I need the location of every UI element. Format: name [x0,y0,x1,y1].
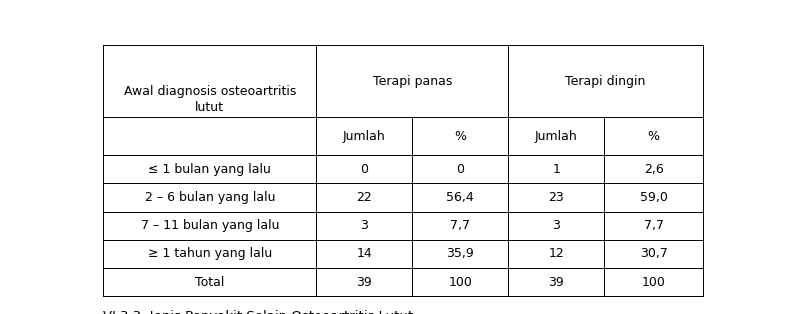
Text: 56,4: 56,4 [446,191,474,204]
Text: ≥ 1 tahun yang lalu: ≥ 1 tahun yang lalu [147,247,272,260]
Text: 0: 0 [360,163,368,176]
Text: 3: 3 [552,219,560,232]
Text: Terapi dingin: Terapi dingin [566,75,646,88]
Text: 59,0: 59,0 [640,191,667,204]
Text: VI.3.3  Jenis Penyakit Selain Osteoartritis Lutut: VI.3.3 Jenis Penyakit Selain Osteoartrit… [103,310,414,314]
Text: 14: 14 [356,247,372,260]
Text: 2 – 6 bulan yang lalu: 2 – 6 bulan yang lalu [144,191,275,204]
Text: Awal diagnosis osteoartritis
lutut: Awal diagnosis osteoartritis lutut [124,85,296,114]
Text: Jumlah: Jumlah [343,130,385,143]
Text: 35,9: 35,9 [446,247,474,260]
Text: 22: 22 [356,191,372,204]
Text: %: % [648,130,660,143]
Text: 2,6: 2,6 [644,163,663,176]
Text: 7,7: 7,7 [644,219,663,232]
Text: 23: 23 [548,191,564,204]
Text: 3: 3 [360,219,368,232]
Text: Jumlah: Jumlah [535,130,578,143]
Text: 0: 0 [456,163,464,176]
Text: 39: 39 [356,276,372,289]
Text: %: % [454,130,466,143]
Text: 100: 100 [641,276,666,289]
Text: 7 – 11 bulan yang lalu: 7 – 11 bulan yang lalu [140,219,279,232]
Text: Terapi panas: Terapi panas [373,75,452,88]
Text: 39: 39 [548,276,564,289]
Text: Total: Total [195,276,225,289]
Text: ≤ 1 bulan yang lalu: ≤ 1 bulan yang lalu [148,163,271,176]
Text: 30,7: 30,7 [640,247,667,260]
Text: 7,7: 7,7 [450,219,470,232]
Text: 100: 100 [448,276,472,289]
Text: 1: 1 [552,163,560,176]
Text: 12: 12 [548,247,564,260]
